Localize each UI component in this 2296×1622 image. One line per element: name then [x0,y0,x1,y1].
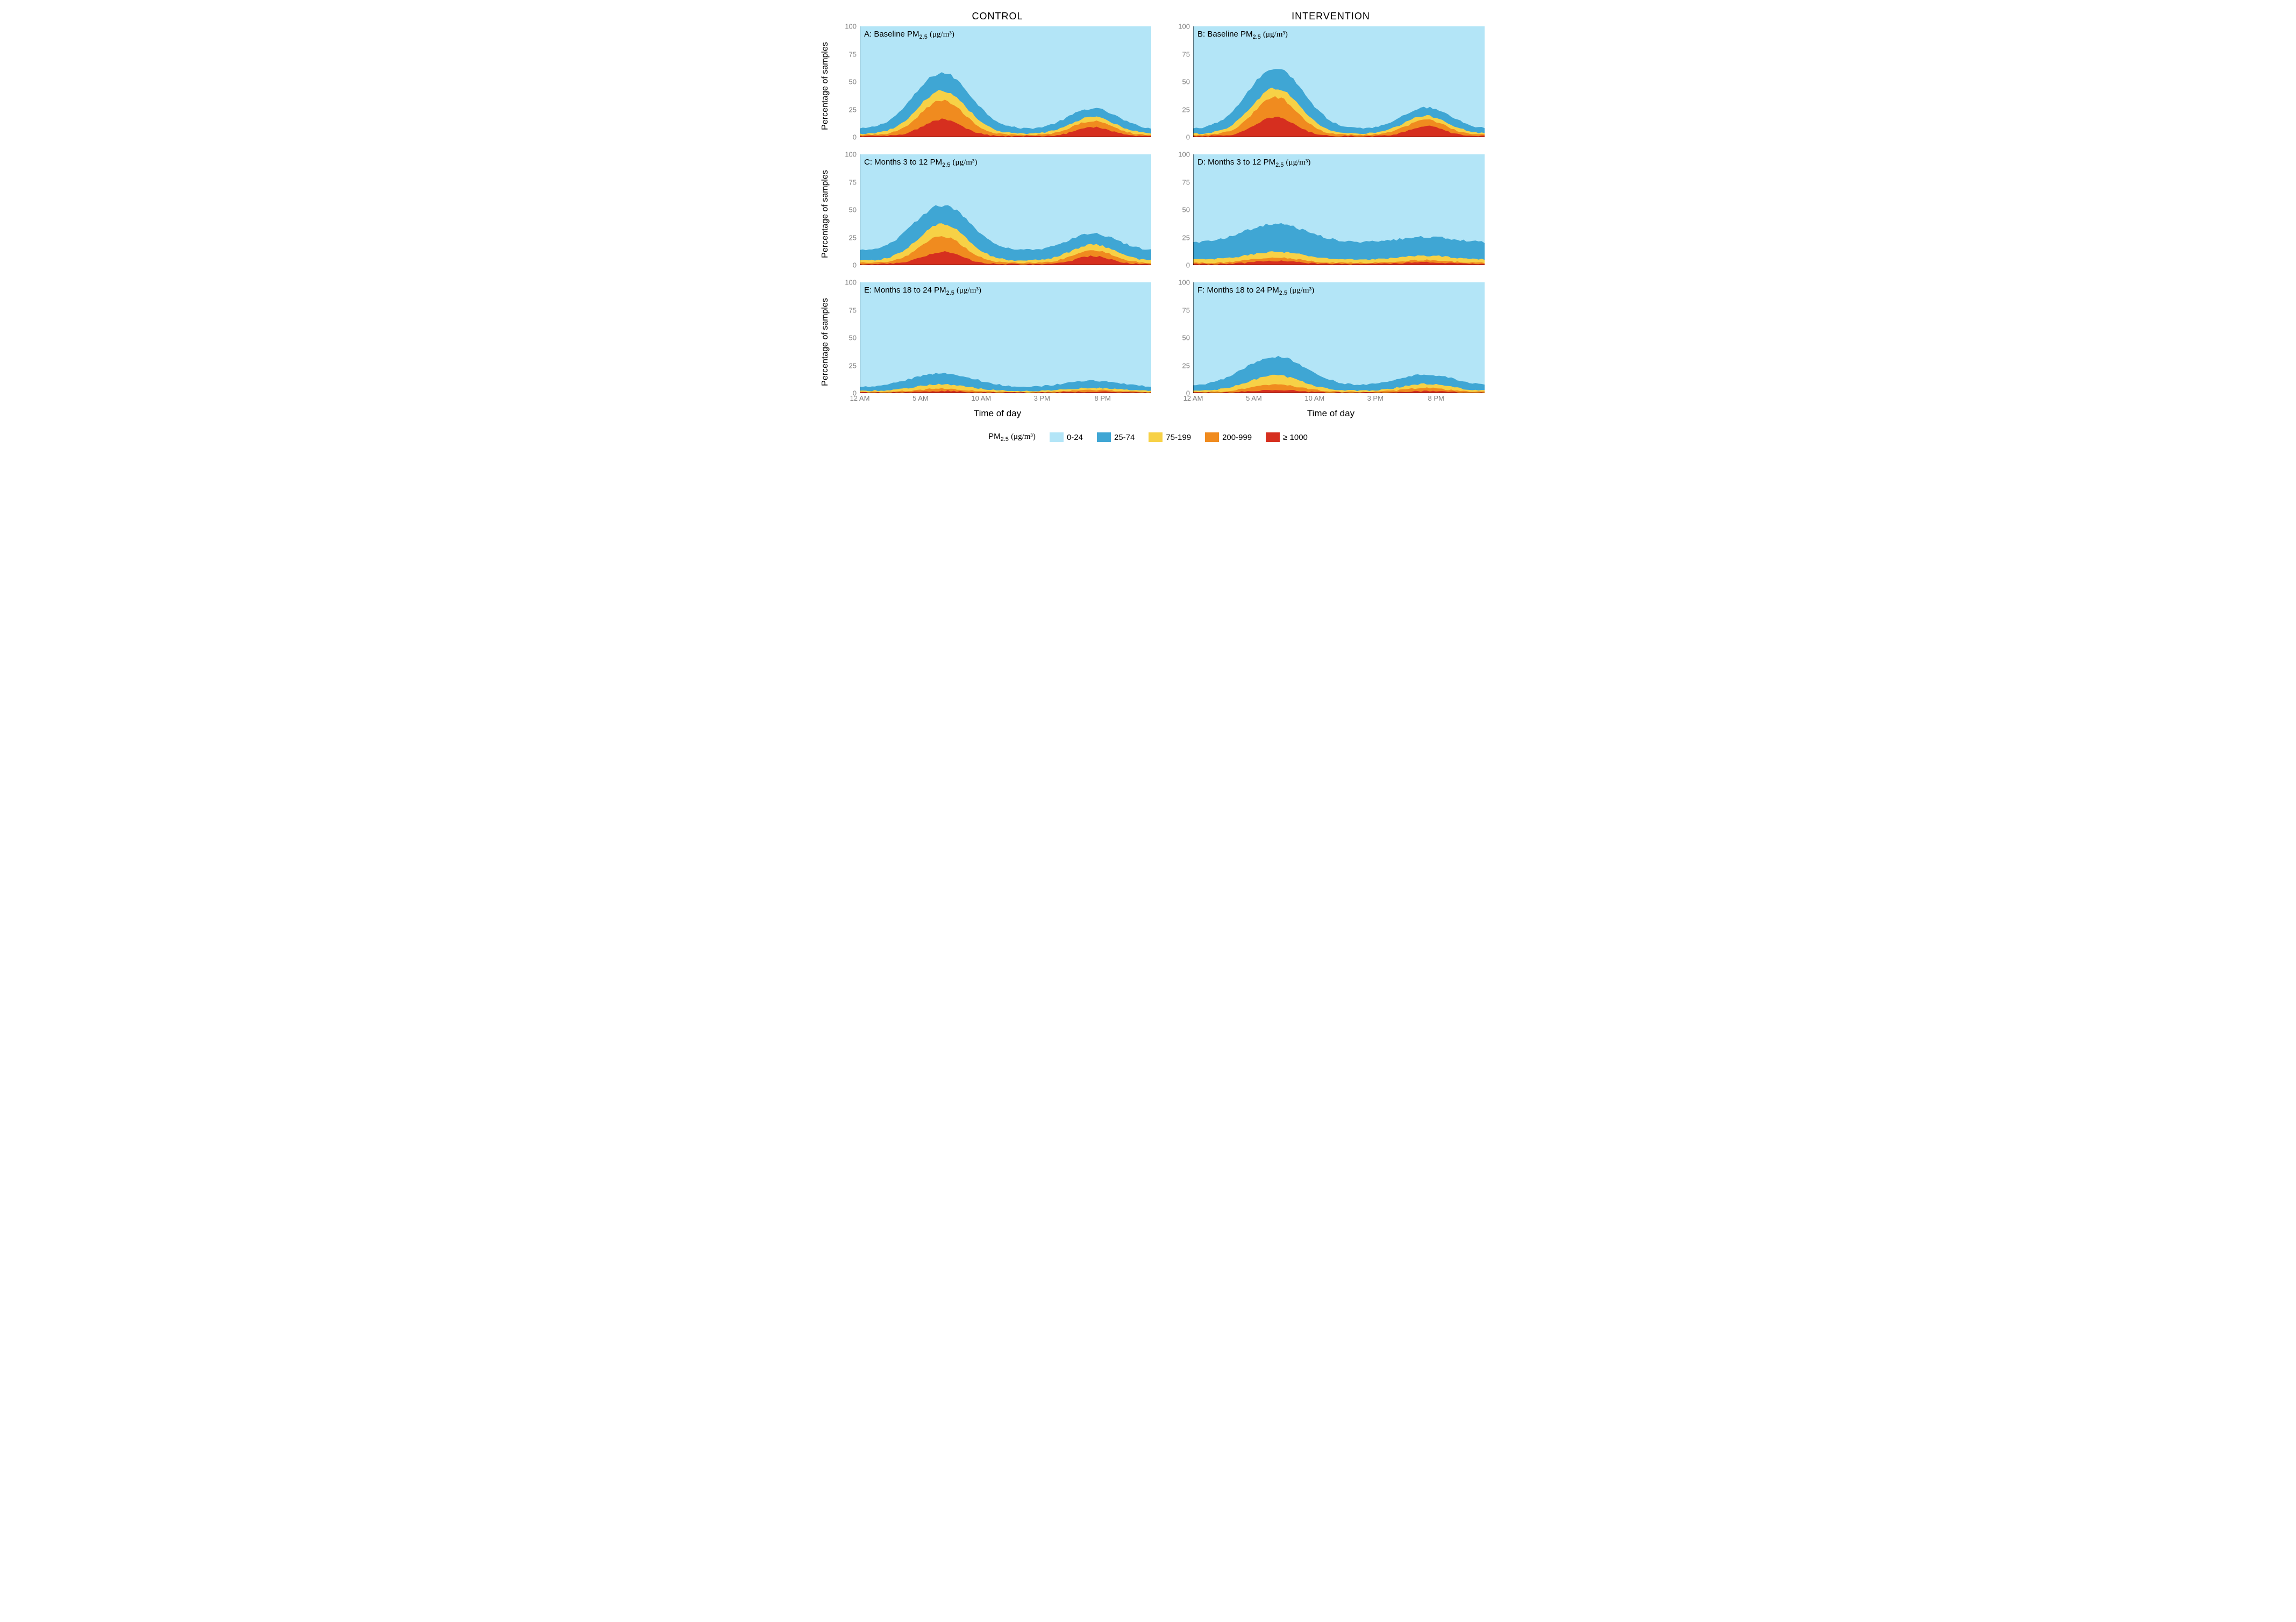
x-tick-label: 10 AM [1304,394,1324,402]
y-tick-label: 50 [849,78,857,86]
ylabel-cell: Percentage of samples [809,24,842,148]
y-tick-label: 100 [845,279,857,287]
y-tick-label: 75 [849,178,857,186]
y-tick-label: 25 [849,361,857,369]
panel-title-E: E: Months 18 to 24 PM2.5 (μg/m³) [864,286,981,296]
legend-label: 75-199 [1166,433,1191,442]
panel-B: B: Baseline PM2.5 (μg/m³) 0 25 50 75 100 [1175,24,1487,148]
y-tick-label: 25 [849,105,857,113]
panel-F: F: Months 18 to 24 PM2.5 (μg/m³)02550751… [1175,280,1487,404]
y-tick-label: 25 [849,233,857,241]
panel-title-A: A: Baseline PM2.5 (μg/m³) [864,30,954,40]
y-tick-label: 50 [1182,334,1190,342]
legend-swatch [1149,432,1163,442]
y-tick-label: 75 [849,306,857,314]
legend-label: 200-999 [1222,433,1252,442]
y-tick-labels: 0255075100 [842,282,858,393]
y-tick-label: 100 [845,151,857,159]
y-tick-labels: 0255075100 [1175,154,1191,265]
ylabel-cell: Percentage of samples [809,152,842,276]
x-tick-label: 3 PM [1034,394,1050,402]
y-tick-label: 50 [1182,78,1190,86]
y-tick-label: 100 [1178,23,1190,31]
y-tick-label: 0 [1186,133,1190,141]
legend-swatch [1266,432,1280,442]
x-tick-label: 3 PM [1367,394,1384,402]
y-tick-label: 100 [1178,151,1190,159]
y-tick-label: 75 [1182,178,1190,186]
plot-area [1193,26,1485,137]
legend-swatch [1050,432,1064,442]
panel-A: A: Baseline PM2.5 (μg/m³) 0 25 50 75 100 [842,24,1153,148]
legend-label: 0-24 [1067,433,1083,442]
y-axis-label: Percentage of samples [821,42,830,130]
y-tick-label: 75 [1182,50,1190,58]
legend-label: ≥ 1000 [1283,433,1308,442]
ylabel-cell: Percentage of samples [809,280,842,404]
x-tick-label: 12 AM [850,394,870,402]
y-axis-label: Percentage of samples [821,298,830,386]
y-tick-label: 50 [849,206,857,214]
legend: PM2.5 (μg/m³) 0-24 25-74 75-199 200-999 ≥ 10… [809,432,1487,443]
y-tick-label: 75 [849,50,857,58]
legend-item: ≥ 1000 [1266,432,1308,442]
plot-area [1193,154,1485,265]
plot-area [860,282,1151,393]
y-tick-label: 0 [853,133,857,141]
x-tick-label: 10 AM [971,394,991,402]
x-tick-label: 8 PM [1094,394,1110,402]
panel-title-C: C: Months 3 to 12 PM2.5 (μg/m³) [864,158,977,168]
panel-title-D: D: Months 3 to 12 PM2.5 (μg/m³) [1197,158,1310,168]
x-axis-label: Time of day [842,408,1153,424]
legend-title: PM2.5 (μg/m³) [988,432,1036,443]
y-tick-labels: 0255075100 [1175,26,1191,137]
plot-area [1193,282,1485,393]
x-axis-label: Time of day [1175,408,1487,424]
y-tick-label: 100 [1178,279,1190,287]
x-tick-label: 5 AM [912,394,929,402]
panel-C: C: Months 3 to 12 PM2.5 (μg/m³) 0 25 50 75 10… [842,152,1153,276]
panel-E: E: Months 18 to 24 PM2.5 (μg/m³)02550751… [842,280,1153,404]
legend-swatch [1097,432,1111,442]
y-tick-label: 0 [853,261,857,269]
legend-item: 200-999 [1205,432,1252,442]
y-tick-label: 50 [1182,206,1190,214]
legend-item: 25-74 [1097,432,1135,442]
legend-swatch [1205,432,1219,442]
legend-item: 75-199 [1149,432,1191,442]
y-tick-label: 25 [1182,105,1190,113]
legend-item: 0-24 [1050,432,1083,442]
figure: CONTROL INTERVENTION Percentage of sampl… [809,11,1487,443]
col-header-intervention: INTERVENTION [1175,11,1487,22]
plot-area [860,154,1151,265]
y-tick-label: 0 [1186,261,1190,269]
panel-grid: Percentage of samples A: Baseline PM2.5 (… [809,24,1487,424]
y-tick-label: 25 [1182,233,1190,241]
col-header-control: CONTROL [842,11,1153,22]
y-tick-label: 75 [1182,306,1190,314]
x-tick-labels: 12 AM5 AM10 AM3 PM8 PM [860,394,1151,404]
x-tick-label: 8 PM [1428,394,1444,402]
panel-title-B: B: Baseline PM2.5 (μg/m³) [1197,30,1288,40]
y-tick-label: 25 [1182,361,1190,369]
panel-D: D: Months 3 to 12 PM2.5 (μg/m³) 0 25 50 75 10… [1175,152,1487,276]
y-tick-labels: 0255075100 [842,26,858,137]
x-tick-labels: 12 AM5 AM10 AM3 PM8 PM [1193,394,1485,404]
plot-area [860,26,1151,137]
y-axis-label: Percentage of samples [821,170,830,258]
y-tick-labels: 0255075100 [842,154,858,265]
y-tick-label: 50 [849,334,857,342]
y-tick-label: 100 [845,23,857,31]
y-tick-labels: 0255075100 [1175,282,1191,393]
x-tick-label: 12 AM [1183,394,1203,402]
legend-label: 25-74 [1114,433,1135,442]
panel-title-F: F: Months 18 to 24 PM2.5 (μg/m³) [1197,286,1314,296]
column-headers: CONTROL INTERVENTION [809,11,1487,22]
x-tick-label: 5 AM [1246,394,1262,402]
